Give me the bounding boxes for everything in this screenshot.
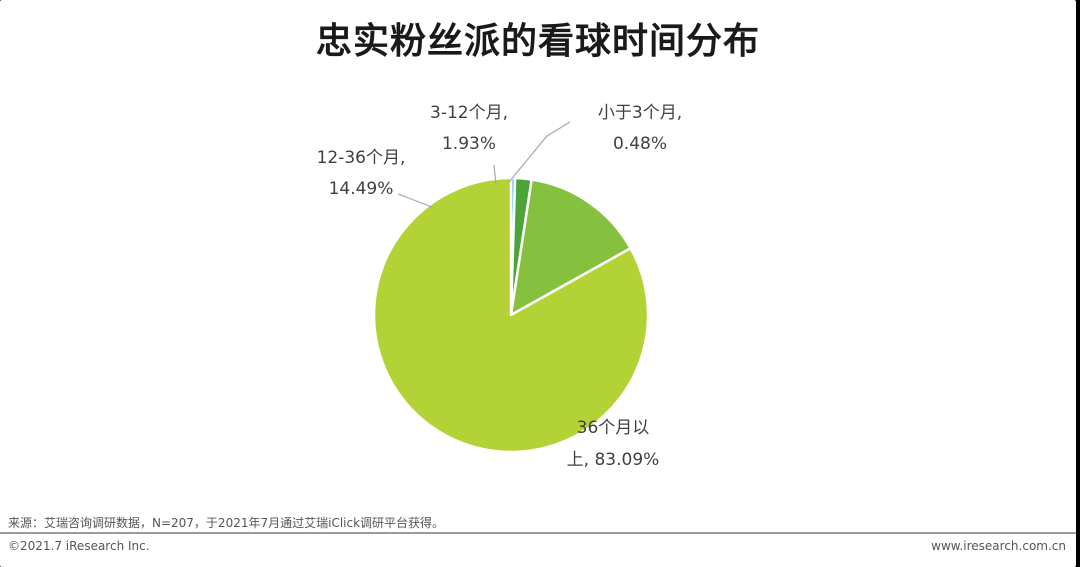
footer-divider: [0, 532, 1076, 534]
source-note: 来源：艾瑞咨询调研数据，N=207，于2021年7月通过艾瑞iClick调研平台…: [8, 516, 445, 530]
chart-title: 忠实粉丝派的看球时间分布: [315, 21, 760, 62]
leader-line: [397, 193, 433, 208]
slice-label-category: 小于3个月,: [598, 103, 682, 123]
slice-label-value: 0.48%: [613, 134, 667, 154]
slice-label-category: 3-12个月,: [430, 103, 508, 123]
slice-label-value: 上, 83.09%: [567, 450, 660, 470]
pie-slice: [372, 176, 650, 454]
website-url: www.iresearch.com.cn: [931, 539, 1066, 553]
slice-label-category: 12-36个月,: [317, 148, 406, 168]
slice-label-category: 36个月以: [577, 418, 650, 438]
pie-chart: 小于3个月, 0.48% 3-12个月, 1.93% 12-36个月, 14.49% 36个…: [317, 103, 683, 470]
copyright-text: ©2021.7 iResearch Inc.: [8, 539, 150, 553]
pie-slice: [509, 178, 632, 317]
slice-label-value: 1.93%: [442, 134, 496, 154]
leader-line: [493, 164, 497, 186]
slice-label-value: 14.49%: [329, 179, 394, 199]
leader-line: [508, 121, 571, 183]
